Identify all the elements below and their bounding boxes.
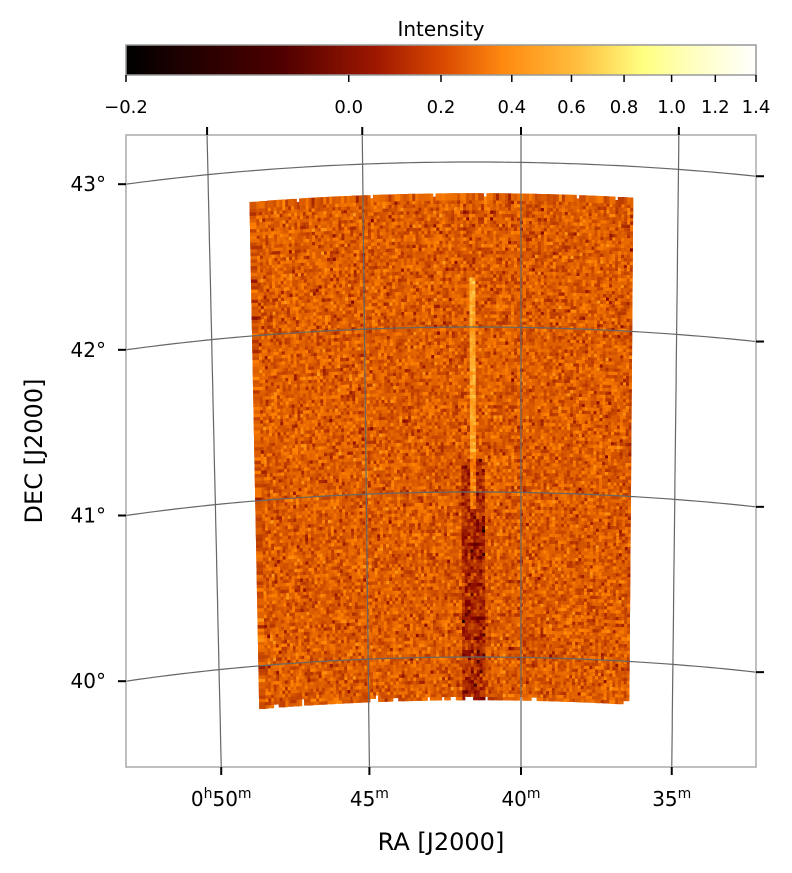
colorbar-tick-label: 0.2 [427,97,456,118]
colorbar-tick-label: 0.4 [497,97,526,118]
colorbar-tick-label: 0.0 [334,97,363,118]
map-pixel [278,700,286,708]
colorbar-label: Intensity [397,17,484,41]
colorbar-ticks: −0.2 0.0 0.2 0.4 0.6 0.8 1.0 1.2 1.4 [104,75,770,118]
colorbar: Intensity −0.2 0.0 0.2 0.4 0.6 0.8 1.0 1.2 1.4 [104,17,770,118]
colorbar-tick-label: 0.6 [557,97,586,118]
map-pixel [435,693,443,701]
map-pixel [259,701,266,709]
colorbar-gradient [125,44,757,76]
colorbar-tick-label: 1.2 [701,97,730,118]
colorbar-tick-label: 1.4 [742,97,771,118]
colorbar-tick-label: 0.8 [610,97,639,118]
colorbar-tick-label: −0.2 [104,97,148,118]
intensity-map [249,193,634,709]
colorbar-tick-label: 1.0 [657,97,686,118]
